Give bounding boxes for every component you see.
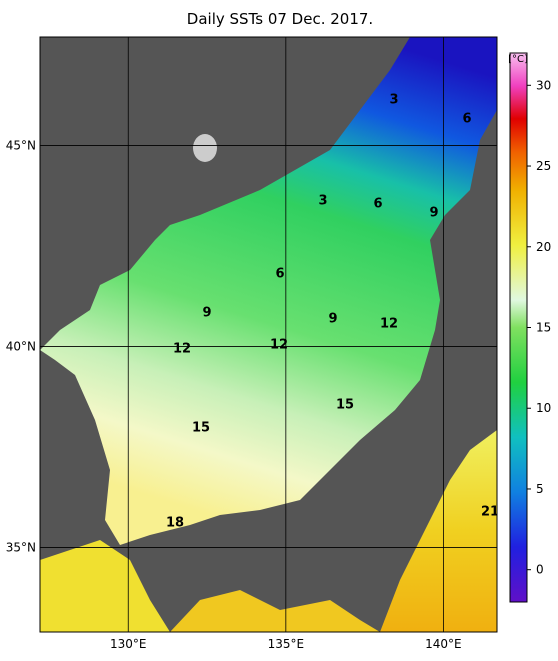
south-strip: [170, 590, 380, 632]
colorbar-tick-label: 25: [536, 159, 551, 173]
colorbar-tick-label: 0: [536, 563, 544, 577]
lon-tick-label: 130°E: [110, 637, 147, 651]
contour-label: 18: [166, 516, 184, 531]
lon-tick-label: 135°E: [268, 637, 305, 651]
lake: [193, 134, 217, 162]
contour-label: 3: [389, 93, 398, 108]
contour-label: 12: [270, 338, 288, 353]
map-area: 3 6 3 6 9 6 9 9 12 12 12 15 15 18 21: [40, 37, 499, 632]
contour-label: 21: [481, 505, 499, 520]
colorbar-tick-label: 5: [536, 482, 544, 496]
contour-label: 15: [336, 398, 354, 413]
contour-label: 9: [328, 312, 337, 327]
contour-label: 6: [462, 112, 471, 127]
colorbar-tick-label: 15: [536, 321, 551, 335]
map-frame: [39, 36, 498, 633]
lat-tick-label: 35°N: [6, 541, 36, 555]
contour-label: 9: [202, 306, 211, 321]
map-title: Daily SSTs 07 Dec. 2017.: [187, 10, 373, 28]
contour-label: 12: [380, 317, 398, 332]
contour-label: 6: [275, 267, 284, 282]
contour-label: 3: [318, 194, 327, 209]
contour-label: 9: [429, 206, 438, 221]
pacific: [380, 430, 497, 632]
lon-tick-label: 140°E: [425, 637, 462, 651]
east-china-sea: [40, 540, 170, 632]
colorbar-tick-label: 30: [536, 78, 551, 92]
colorbar-tick-label: 20: [536, 240, 551, 254]
lat-tick-label: 45°N: [6, 139, 36, 153]
graticule: [40, 37, 497, 632]
japan-sea: [40, 37, 497, 545]
colorbar: [509, 52, 528, 603]
contour-label: 6: [373, 197, 382, 212]
contour-label: 15: [192, 421, 210, 436]
lat-tick-label: 40°N: [6, 340, 36, 354]
contour-label: 12: [173, 342, 191, 357]
colorbar-tick-label: 10: [536, 401, 551, 415]
colorbar-unit: [°C]: [508, 54, 528, 65]
